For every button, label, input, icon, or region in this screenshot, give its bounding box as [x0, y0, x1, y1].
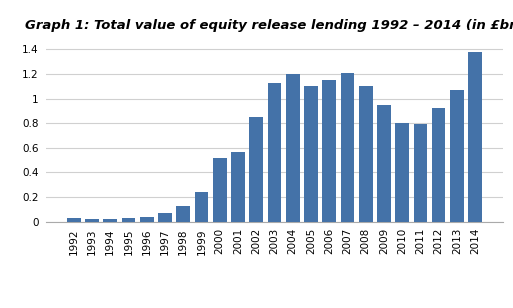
- Bar: [67, 218, 81, 222]
- Bar: [213, 158, 227, 222]
- Bar: [140, 217, 153, 222]
- Bar: [432, 108, 445, 222]
- Bar: [122, 218, 135, 222]
- Bar: [341, 73, 354, 222]
- Bar: [249, 117, 263, 222]
- Title: Graph 1: Total value of equity release lending 1992 – 2014 (in £bn): Graph 1: Total value of equity release l…: [25, 18, 513, 32]
- Bar: [176, 206, 190, 222]
- Bar: [359, 86, 372, 222]
- Bar: [104, 219, 117, 222]
- Bar: [396, 123, 409, 222]
- Bar: [304, 86, 318, 222]
- Bar: [322, 80, 336, 222]
- Bar: [468, 52, 482, 222]
- Bar: [231, 152, 245, 222]
- Bar: [286, 74, 300, 222]
- Bar: [158, 213, 172, 222]
- Bar: [194, 192, 208, 222]
- Bar: [413, 124, 427, 222]
- Bar: [85, 219, 99, 222]
- Bar: [377, 105, 391, 222]
- Bar: [450, 90, 464, 222]
- Bar: [268, 83, 281, 222]
